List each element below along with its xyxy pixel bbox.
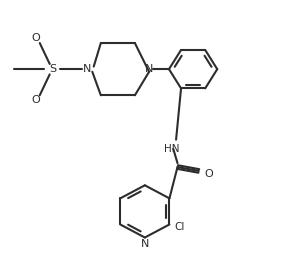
Text: N: N	[145, 64, 153, 74]
Text: O: O	[31, 96, 40, 105]
Text: HN: HN	[164, 144, 179, 154]
Text: Cl: Cl	[174, 222, 185, 232]
Text: N: N	[141, 239, 149, 249]
Text: S: S	[49, 64, 56, 74]
Text: N: N	[82, 64, 91, 74]
Text: O: O	[204, 169, 213, 179]
Text: O: O	[31, 33, 40, 43]
